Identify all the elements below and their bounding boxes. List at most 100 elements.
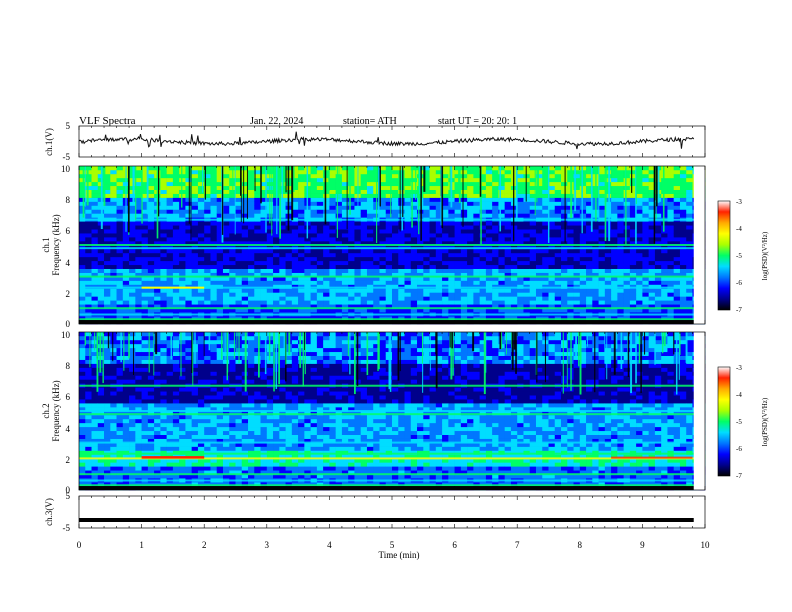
spectrogram-cell: [110, 201, 117, 206]
spectrogram-cell: [116, 256, 124, 262]
spectrogram-cell: [179, 260, 186, 266]
spectrogram-cell: [517, 256, 524, 262]
ch1-ytick-top: 5: [66, 121, 71, 131]
spectrogram-cell: [398, 308, 405, 313]
spectrogram-cell: [442, 288, 449, 293]
spectrogram-cell: [141, 256, 149, 262]
spectrogram-cell: [260, 229, 268, 234]
spectrogram-cell: [172, 213, 180, 218]
sferic-streak: [590, 166, 593, 232]
spectrogram-cell: [604, 205, 612, 210]
spectrogram-cell: [366, 288, 374, 293]
spectrogram-cell: [385, 221, 393, 226]
spectrogram-cell: [185, 379, 192, 384]
spectrogram-cell: [341, 268, 349, 273]
spectrogram-cell: [210, 466, 218, 471]
spectrogram-cell: [442, 272, 449, 277]
spectrogram-cell: [467, 252, 474, 258]
spectrogram-cell: [154, 430, 161, 435]
spectrogram-cell: [116, 395, 124, 400]
spectrogram-cell: [235, 185, 243, 190]
spectrogram-cell: [160, 169, 167, 175]
ch2-spectrogram-panel: 10 8 6 4 2 0 ch.2 Frequency (kHz) -3 -4 …: [41, 330, 769, 495]
spectrogram-cell: [523, 252, 531, 258]
spectrogram-cell: [548, 292, 556, 297]
spectrogram-cell: [554, 276, 562, 281]
spectrogram-cell: [279, 241, 286, 246]
spectrogram-cell: [172, 430, 180, 435]
spectrogram-cell: [554, 272, 562, 277]
spectrogram-cell: [379, 256, 387, 262]
spectrogram-cell: [216, 241, 224, 246]
spectrogram-cell: [216, 169, 224, 175]
spectrogram-cell: [147, 458, 155, 463]
sferic-streak: [636, 166, 639, 193]
spectrogram-cell: [686, 280, 693, 285]
sferic-streak: [458, 166, 461, 204]
spectrogram-cell: [79, 422, 86, 428]
spectrogram-cell: [617, 233, 624, 238]
spectrogram-cell: [141, 260, 149, 266]
spectrogram-cell: [548, 308, 556, 313]
spectrogram-cell: [97, 308, 105, 313]
spectrogram-cell: [129, 166, 136, 171]
spectrogram-cell: [197, 229, 205, 234]
spectrogram-cell: [523, 245, 531, 250]
spectrogram-cell: [241, 280, 249, 285]
spectrogram-cell: [623, 245, 631, 250]
spectrogram-cell: [260, 166, 268, 171]
spectrogram-cell: [492, 197, 499, 202]
spectrogram-cell: [85, 264, 92, 269]
spectrogram-cell: [654, 288, 662, 293]
spectrogram-cell: [285, 245, 293, 250]
spectrogram-cell: [216, 268, 224, 273]
spectrogram-cell: [129, 308, 136, 313]
spectrogram-cell: [191, 434, 199, 439]
spectrogram-cell: [535, 205, 543, 210]
sferic-streak: [135, 166, 137, 220]
spectrogram-cell: [617, 205, 624, 210]
spectrogram-cell: [636, 181, 643, 187]
spectrogram-cell: [435, 308, 443, 313]
spectrogram-cell: [279, 221, 286, 226]
spectrogram-cell: [617, 221, 624, 226]
spectrogram-cell: [197, 470, 205, 475]
spectrogram-cell: [210, 205, 218, 210]
spectrogram-cell: [385, 205, 393, 210]
spectrogram-cell: [310, 288, 318, 293]
spectrogram-cell: [623, 193, 631, 198]
spectrogram-cell: [554, 268, 562, 273]
spectrogram-cell: [648, 264, 656, 269]
spectrogram-cell: [154, 482, 161, 487]
spectrogram-cell: [423, 260, 430, 266]
spectrogram-cell: [611, 237, 618, 242]
spectrogram-cell: [448, 248, 455, 254]
spectrogram-cell: [529, 264, 537, 269]
spectrogram-cell: [611, 241, 618, 246]
spectrogram-cell: [348, 256, 355, 262]
spectrogram-cell: [379, 229, 387, 234]
spectrogram-cell: [335, 221, 343, 226]
spectrogram-cell: [573, 260, 581, 266]
spectrogram-cell: [172, 462, 180, 467]
spectrogram-cell: [323, 229, 330, 234]
spectrogram-cell: [366, 201, 374, 206]
spectrogram-cell: [191, 256, 199, 262]
spectrogram-cell: [285, 272, 293, 277]
spectrogram-cell: [648, 189, 656, 194]
spectrogram-cell: [172, 359, 180, 364]
spectrogram-cell: [279, 213, 286, 218]
spectrogram-cell: [260, 300, 268, 305]
spectrogram-cell: [485, 166, 493, 171]
spectrogram-cell: [197, 332, 205, 337]
spectrogram-cell: [147, 351, 155, 356]
spectrogram-cell: [260, 316, 268, 321]
spectrogram-cell: [366, 185, 374, 190]
spectrogram-cell: [191, 252, 199, 258]
spectrogram-cell: [366, 221, 374, 226]
spectrogram-cell: [310, 181, 318, 187]
spectrogram-cell: [454, 260, 462, 266]
spectrogram-cell: [135, 442, 142, 447]
spectrogram-cell: [191, 395, 199, 400]
spectrogram-cell: [479, 233, 487, 238]
